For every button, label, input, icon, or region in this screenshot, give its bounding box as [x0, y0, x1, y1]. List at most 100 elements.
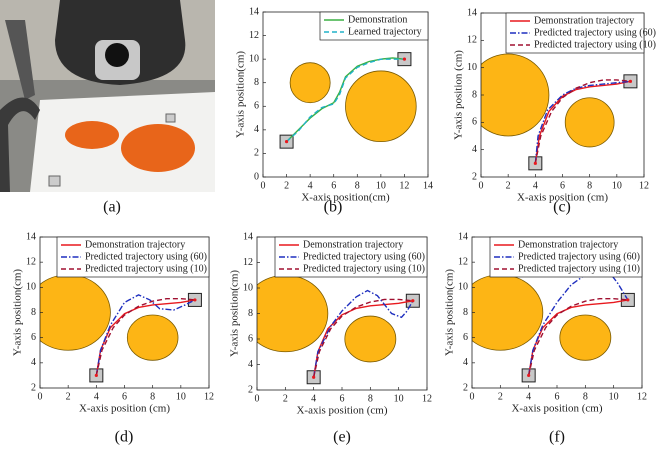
x-tick-label: 2 — [283, 393, 288, 404]
trajectory — [286, 58, 405, 143]
trajectory — [534, 79, 631, 164]
y-tick-label: 6 — [254, 101, 259, 112]
x-axis-label: X-axis position (cm) — [79, 403, 170, 415]
trajectory — [312, 300, 413, 378]
legend-box — [489, 236, 643, 278]
x-tick-label: 8 — [368, 393, 373, 404]
caption: (e) — [333, 429, 351, 446]
y-tick-label: 12 — [467, 35, 477, 46]
y-tick-label: 14 — [467, 7, 477, 18]
caption: (c) — [553, 199, 571, 216]
trajectory — [534, 80, 631, 164]
y-tick-label: 10 — [26, 282, 36, 293]
obstacle — [559, 314, 612, 361]
target-photo — [165, 113, 176, 123]
obstacle-photo — [121, 124, 195, 172]
legend-label: Demonstration trajectory — [303, 239, 403, 250]
marker-dot — [193, 298, 197, 302]
x-tick-label: 6 — [122, 391, 127, 402]
y-tick-label: 12 — [249, 30, 259, 41]
x-tick-label: 2 — [66, 391, 71, 402]
x-tick-label: 2 — [498, 391, 503, 402]
y-axis-label: Y-axis position (cm) — [453, 50, 465, 140]
x-axis-label: X-axis position (cm) — [511, 403, 602, 415]
y-tick-label: 8 — [31, 307, 36, 318]
y-tick-label: 12 — [458, 256, 468, 267]
trajectory — [312, 298, 413, 378]
legend-label: Predicted trajectory using (10) — [518, 263, 640, 274]
y-tick-label: 2 — [248, 384, 253, 395]
x-tick-label: 4 — [94, 391, 99, 402]
y-tick-label: 14 — [249, 6, 259, 17]
legend-label: Predicted trajectory using (60) — [518, 251, 640, 262]
x-tick-label: 0 — [255, 393, 260, 404]
plot-area — [257, 274, 420, 385]
trajectory — [95, 294, 196, 376]
trajectory — [95, 297, 195, 376]
y-tick-label: 2 — [254, 148, 259, 159]
y-tick-label: 2 — [472, 171, 477, 182]
target-photo — [48, 175, 61, 187]
x-axis-label: X-axis position (cm) — [517, 192, 608, 204]
x-tick-label: 4 — [533, 180, 538, 191]
y-tick-label: 8 — [463, 307, 468, 318]
legend-label: Predicted trajectory using (10) — [303, 263, 425, 274]
x-tick-label: 8 — [583, 391, 588, 402]
plot-area — [481, 53, 638, 171]
legend-label: Predicted trajectory using (10) — [534, 39, 656, 50]
caption: (f) — [549, 429, 565, 446]
y-tick-label: 0 — [254, 171, 259, 182]
legend-box — [505, 12, 645, 54]
y-tick-label: 2 — [31, 382, 36, 393]
x-tick-label: 8 — [150, 391, 155, 402]
y-axis-label: Y-axis position(cm) — [229, 270, 241, 357]
y-tick-label: 10 — [249, 53, 259, 64]
x-tick-label: 12 — [637, 391, 647, 402]
x-tick-label: 6 — [560, 180, 565, 191]
x-tick-label: 4 — [526, 391, 531, 402]
marker-dot — [402, 57, 407, 61]
obstacle — [289, 62, 331, 104]
x-tick-label: 2 — [506, 180, 511, 191]
x-axis-label: X-axis position(cm) — [301, 192, 390, 204]
y-tick-label: 6 — [463, 332, 468, 343]
legend-box — [274, 236, 428, 278]
trajectory — [312, 289, 414, 378]
legend-box — [319, 11, 429, 41]
marker-dot — [626, 298, 630, 302]
x-tick-label: 0 — [479, 180, 484, 191]
x-tick-label: 10 — [612, 180, 622, 191]
x-tick-label: 4 — [308, 180, 313, 191]
marker-dot — [411, 299, 415, 303]
obstacle — [40, 274, 111, 351]
legend-label: Predicted trajectory using (10) — [85, 263, 207, 274]
x-tick-label: 10 — [609, 391, 619, 402]
marker-dot — [628, 79, 633, 83]
x-tick-label: 8 — [587, 180, 592, 191]
obstacle — [344, 315, 397, 363]
y-tick-label: 8 — [472, 89, 477, 100]
y-tick-label: 8 — [248, 308, 253, 319]
obstacle — [257, 274, 329, 353]
x-tick-label: 10 — [176, 391, 186, 402]
plot-area — [472, 268, 635, 383]
robot-arm — [5, 20, 35, 100]
y-tick-label: 10 — [243, 282, 253, 293]
trajectory — [527, 299, 628, 376]
x-tick-label: 6 — [555, 391, 560, 402]
y-tick-label: 6 — [472, 117, 477, 128]
obstacle — [472, 274, 544, 351]
caption: (b) — [324, 199, 343, 216]
legend-label: Predicted trajectory using (60) — [303, 251, 425, 262]
y-tick-label: 4 — [472, 144, 477, 155]
legend-label: Predicted trajectory using (60) — [534, 27, 656, 38]
caption: (d) — [115, 429, 134, 446]
y-tick-label: 4 — [254, 124, 259, 135]
legend-label: Demonstration — [348, 14, 407, 25]
plot-area — [279, 52, 417, 149]
legend-label: Learned trajectory — [348, 26, 422, 37]
trajectory — [95, 299, 196, 376]
legend-label: Demonstration trajectory — [534, 15, 634, 26]
